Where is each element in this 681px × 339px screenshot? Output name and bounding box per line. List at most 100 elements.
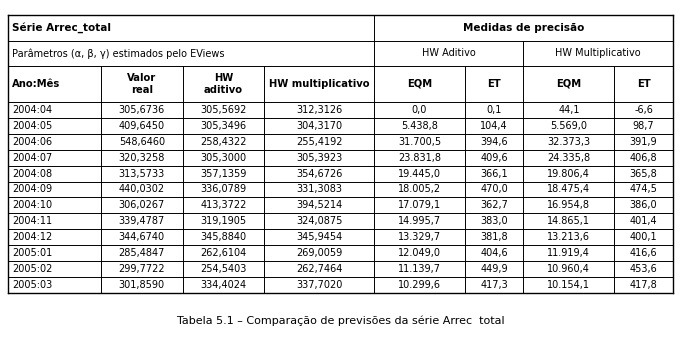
Text: 2005:01: 2005:01 [12,248,52,258]
Text: 304,3170: 304,3170 [296,121,343,131]
Text: EQM: EQM [407,79,432,89]
Text: 366,1: 366,1 [480,168,508,179]
Text: 345,9454: 345,9454 [296,232,343,242]
Text: 331,3083: 331,3083 [296,184,342,195]
Text: 17.079,1: 17.079,1 [398,200,441,211]
Text: 449,9: 449,9 [480,264,508,274]
Text: 357,1359: 357,1359 [200,168,247,179]
Text: 406,8: 406,8 [630,153,657,163]
Text: 0,0: 0,0 [412,105,427,115]
Text: Medidas de precisão: Medidas de precisão [462,23,584,33]
Text: 31.700,5: 31.700,5 [398,137,441,146]
Text: 394,5214: 394,5214 [296,200,343,211]
Text: 2004:10: 2004:10 [12,200,52,211]
Text: 305,6736: 305,6736 [118,105,165,115]
Text: 339,4787: 339,4787 [118,216,165,226]
Text: 336,0789: 336,0789 [200,184,247,195]
Text: 12.049,0: 12.049,0 [398,248,441,258]
Text: 5.569,0: 5.569,0 [550,121,587,131]
Text: 306,0267: 306,0267 [118,200,165,211]
Text: 470,0: 470,0 [480,184,508,195]
Text: 417,3: 417,3 [480,280,508,290]
Text: 334,4024: 334,4024 [200,280,247,290]
Text: 2004:11: 2004:11 [12,216,52,226]
Text: 413,3722: 413,3722 [200,200,247,211]
Text: 409,6: 409,6 [480,153,508,163]
Text: 10.154,1: 10.154,1 [548,280,590,290]
Text: 401,4: 401,4 [630,216,657,226]
Text: 305,5692: 305,5692 [200,105,247,115]
Text: 440,0302: 440,0302 [118,184,165,195]
Text: Tabela 5.1 – Comparação de previsões da série Arrec  total: Tabela 5.1 – Comparação de previsões da … [176,315,505,325]
Text: 262,7464: 262,7464 [296,264,343,274]
Text: 354,6726: 354,6726 [296,168,343,179]
Text: 2004:07: 2004:07 [12,153,52,163]
Text: 313,5733: 313,5733 [118,168,165,179]
Text: 453,6: 453,6 [630,264,657,274]
Text: 365,8: 365,8 [630,168,657,179]
Text: 2005:03: 2005:03 [12,280,52,290]
Text: 2004:08: 2004:08 [12,168,52,179]
Text: -6,6: -6,6 [634,105,653,115]
Text: 416,6: 416,6 [630,248,657,258]
Text: 19.806,4: 19.806,4 [548,168,590,179]
Text: Valor
real: Valor real [127,73,157,95]
Text: 98,7: 98,7 [633,121,654,131]
Text: 474,5: 474,5 [630,184,658,195]
Text: 301,8590: 301,8590 [118,280,165,290]
Text: Parâmetros (α, β, γ) estimados pelo EViews: Parâmetros (α, β, γ) estimados pelo EVie… [12,48,225,59]
Text: HW Aditivo: HW Aditivo [422,48,475,58]
Text: 2004:05: 2004:05 [12,121,52,131]
Text: 44,1: 44,1 [558,105,580,115]
Text: 305,3496: 305,3496 [200,121,247,131]
Text: 255,4192: 255,4192 [296,137,343,146]
Text: 254,5403: 254,5403 [200,264,247,274]
Text: 269,0059: 269,0059 [296,248,343,258]
Text: 5.438,8: 5.438,8 [401,121,438,131]
Text: 23.831,8: 23.831,8 [398,153,441,163]
Text: 337,7020: 337,7020 [296,280,343,290]
Text: 13.329,7: 13.329,7 [398,232,441,242]
Text: 386,0: 386,0 [630,200,657,211]
Text: 24.335,8: 24.335,8 [548,153,590,163]
Text: Série Arrec_total: Série Arrec_total [12,23,111,33]
Text: 548,6460: 548,6460 [118,137,165,146]
Text: 404,6: 404,6 [480,248,508,258]
Text: 409,6450: 409,6450 [118,121,165,131]
Text: 104,4: 104,4 [480,121,508,131]
Text: 2005:02: 2005:02 [12,264,52,274]
Text: ET: ET [637,79,650,89]
Text: 391,9: 391,9 [630,137,657,146]
Text: 394,6: 394,6 [480,137,508,146]
Text: 417,8: 417,8 [630,280,657,290]
Text: Ano:Mês: Ano:Mês [12,79,61,89]
Text: 2004:06: 2004:06 [12,137,52,146]
Text: 14.865,1: 14.865,1 [548,216,590,226]
Text: ET: ET [488,79,501,89]
Text: 10.299,6: 10.299,6 [398,280,441,290]
Text: 381,8: 381,8 [480,232,508,242]
Text: 299,7722: 299,7722 [118,264,165,274]
Text: 11.919,4: 11.919,4 [548,248,590,258]
Text: 285,4847: 285,4847 [118,248,165,258]
Text: 19.445,0: 19.445,0 [398,168,441,179]
Text: 11.139,7: 11.139,7 [398,264,441,274]
Text: 14.995,7: 14.995,7 [398,216,441,226]
Text: 383,0: 383,0 [480,216,508,226]
Text: 2004:09: 2004:09 [12,184,52,195]
Text: 324,0875: 324,0875 [296,216,343,226]
Text: 344,6740: 344,6740 [118,232,165,242]
Text: 18.475,4: 18.475,4 [548,184,590,195]
Text: 10.960,4: 10.960,4 [548,264,590,274]
Text: 305,3000: 305,3000 [200,153,247,163]
Text: 319,1905: 319,1905 [200,216,247,226]
Text: 2004:04: 2004:04 [12,105,52,115]
Text: 400,1: 400,1 [630,232,657,242]
Text: 32.373,3: 32.373,3 [548,137,590,146]
Text: HW multiplicativo: HW multiplicativo [269,79,369,89]
Text: 16.954,8: 16.954,8 [548,200,590,211]
Text: 305,3923: 305,3923 [296,153,343,163]
Text: 18.005,2: 18.005,2 [398,184,441,195]
Text: 312,3126: 312,3126 [296,105,343,115]
Text: 345,8840: 345,8840 [200,232,247,242]
